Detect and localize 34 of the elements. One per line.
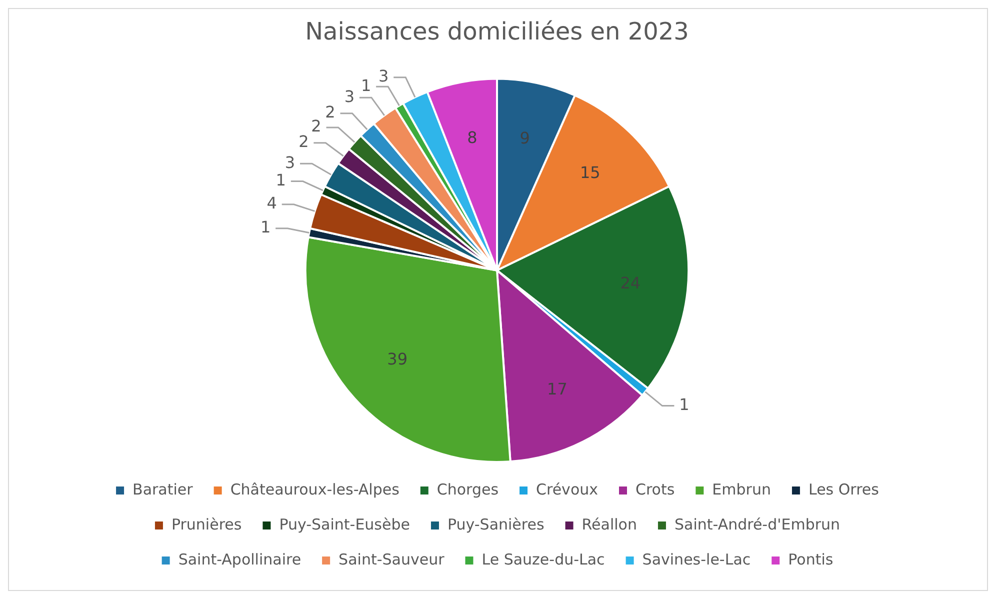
legend-label: Saint-André-d'Embrun (674, 515, 840, 534)
data-label: 8 (467, 128, 478, 147)
legend-label: Crots (636, 480, 675, 498)
data-label: 3 (344, 86, 355, 106)
legend-label: Saint-Sauveur (338, 550, 446, 568)
legend-label: Pontis (788, 550, 834, 568)
data-label: 2 (311, 116, 322, 136)
data-label: 39 (387, 349, 408, 368)
legend-label: Baratier (132, 480, 194, 498)
data-label: 2 (325, 102, 336, 122)
legend-label: Réallon (582, 515, 637, 534)
legend-label: Prunières (171, 515, 242, 534)
data-label: 3 (378, 66, 389, 86)
data-label: 1 (360, 76, 372, 95)
data-label: 17 (547, 379, 568, 398)
data-label: 2 (298, 132, 309, 152)
data-label: 15 (580, 163, 600, 182)
legend-label: Crévoux (536, 480, 598, 498)
legend-label: Les Orres (808, 480, 880, 498)
data-label: 1 (260, 218, 271, 237)
data-label: 3 (284, 152, 296, 172)
legend-label: Embrun (712, 480, 771, 498)
data-label: 9 (520, 128, 530, 148)
data-label: 1 (276, 170, 286, 190)
legend-label: Chorges (436, 480, 499, 498)
data-label: 1 (679, 394, 690, 414)
legend-label: Savines-le-Lac (642, 550, 751, 568)
data-label: 4 (266, 194, 277, 213)
legend-label: Saint-Apollinaire (178, 550, 302, 568)
chart-title: Naissances domiciliées en 2023 (305, 18, 689, 46)
legend-label: Puy-Saint-Eusèbe (279, 515, 410, 534)
legend-label: Châteauroux-les-Alpes (230, 480, 400, 498)
legend-label: Puy-Sanières (447, 515, 544, 534)
legend-label: Le Sauze-du-Lac (482, 550, 605, 568)
